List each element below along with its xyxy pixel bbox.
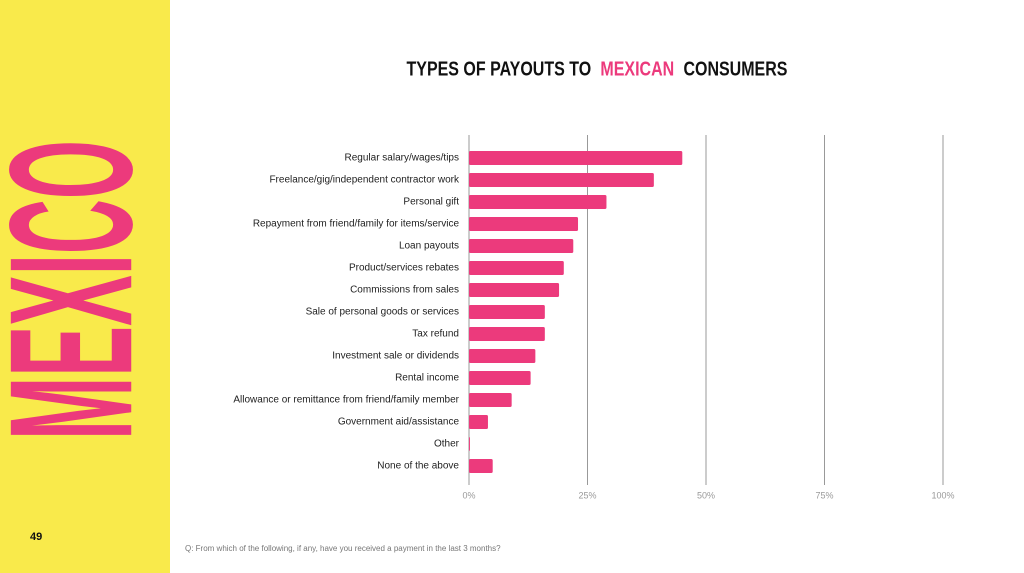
title-part: CONSUMERS [683, 58, 787, 80]
category-label: Personal gift [403, 197, 459, 208]
chart-title: TYPES OF PAYOUTS TO MEXICAN CONSUMERS [407, 58, 788, 80]
bar [469, 195, 607, 209]
bar [469, 371, 531, 385]
category-label: Repayment from friend/family for items/s… [253, 219, 460, 230]
x-tick-label: 50% [697, 490, 715, 500]
page-number: 49 [30, 531, 42, 543]
bar [469, 217, 579, 231]
bar [469, 349, 536, 363]
category-label: None of the above [377, 461, 459, 472]
footnote: Q: From which of the following, if any, … [185, 544, 501, 553]
x-tick-label: 0% [462, 490, 475, 500]
bar [469, 239, 574, 253]
category-label: Product/services rebates [349, 263, 459, 274]
bar [469, 459, 493, 473]
bar [469, 173, 654, 187]
category-label: Other [434, 439, 460, 450]
title-part: TYPES OF PAYOUTS TO [407, 58, 592, 80]
x-tick-label: 25% [578, 490, 596, 500]
category-label: Allowance or remittance from friend/fami… [233, 395, 459, 406]
category-label: Loan payouts [399, 241, 459, 252]
category-label: Regular salary/wages/tips [345, 153, 460, 164]
x-tick-label: 75% [815, 490, 833, 500]
bar [469, 415, 488, 429]
title-highlight: MEXICAN [600, 58, 674, 80]
bar [469, 283, 560, 297]
category-label: Commissions from sales [350, 285, 459, 296]
bar [469, 151, 683, 165]
category-label: Tax refund [412, 329, 459, 340]
bar [469, 261, 564, 275]
x-tick-label: 100% [931, 490, 954, 500]
category-label: Investment sale or dividends [332, 351, 459, 362]
category-label: Freelance/gig/independent contractor wor… [269, 175, 460, 186]
category-label: Government aid/assistance [338, 417, 460, 428]
category-label: Rental income [395, 373, 459, 384]
bar [469, 327, 545, 341]
side-panel [0, 0, 170, 573]
bar [469, 437, 470, 451]
category-label: Sale of personal goods or services [306, 307, 459, 318]
bar [469, 305, 545, 319]
side-label: MEXICO [0, 140, 169, 440]
bar [469, 393, 512, 407]
